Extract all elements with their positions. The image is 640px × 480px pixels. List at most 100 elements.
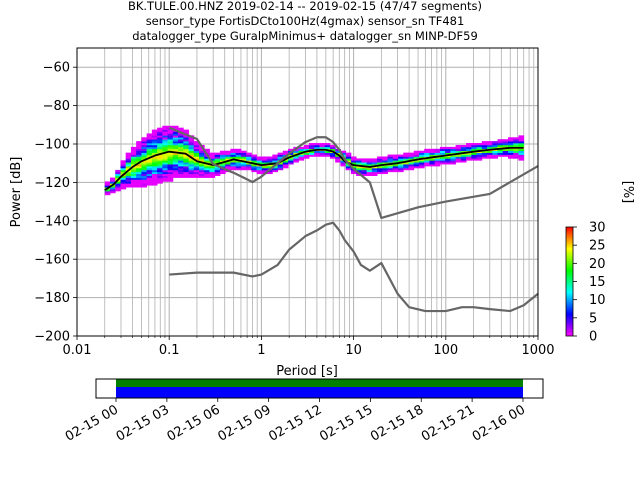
ppsd-density-cell: [188, 143, 195, 146]
ppsd-density-cell: [188, 137, 195, 140]
ppsd-density-cell: [377, 168, 383, 171]
ppsd-density-cell: [455, 150, 462, 153]
ppsd-density-cell: [141, 141, 148, 144]
ppsd-density-cell: [345, 152, 352, 155]
ppsd-density-cell: [251, 158, 258, 161]
x-tick-label: 100: [433, 343, 458, 358]
ppsd-density-cell: [146, 169, 153, 173]
ppsd-density-cell: [455, 158, 462, 161]
ppsd-density-cell: [146, 152, 153, 155]
colorbar-tick-label: 30: [589, 221, 606, 236]
ppsd-density-cell: [340, 160, 347, 163]
ppsd-density-cell: [361, 164, 368, 167]
ppsd-density-cell: [439, 160, 446, 163]
ppsd-density-cell: [319, 152, 326, 155]
ppsd-density-cell: [345, 166, 352, 169]
title-line-2: sensor_type FortisDCto100Hz(4gmax) senso…: [146, 14, 465, 28]
ppsd-density-cell: [141, 162, 148, 165]
ppsd-density-cell: [167, 135, 174, 138]
ppsd-density-cell: [109, 181, 116, 184]
ppsd-density-cell: [424, 154, 430, 157]
ppsd-density-cell: [387, 156, 394, 159]
ppsd-density-cell: [460, 150, 467, 153]
ppsd-density-cell: [398, 158, 404, 161]
ppsd-density-cell: [172, 143, 179, 146]
ppsd-density-cell: [219, 154, 226, 157]
ppsd-density-cell: [204, 169, 210, 173]
ppsd-density-cell: [167, 148, 174, 152]
ppsd-density-cell: [162, 162, 168, 165]
ppsd-density-cell: [413, 154, 420, 157]
ppsd-density-cell: [429, 154, 436, 157]
ppsd-density-cell: [350, 158, 357, 161]
ppsd-density-cell: [209, 158, 216, 161]
ppsd-density-cell: [141, 156, 148, 159]
ppsd-density-cell: [167, 146, 174, 150]
ppsd-density-cell: [256, 171, 263, 175]
coverage-used-bar: [116, 387, 523, 398]
ppsd-density-cell: [413, 166, 420, 169]
ppsd-density-cell: [188, 150, 195, 153]
ppsd-density-cell: [497, 154, 504, 157]
ppsd-density-cell: [130, 185, 137, 188]
ppsd-density-cell: [429, 160, 436, 163]
ppsd-density-cell: [115, 169, 121, 173]
ppsd-density-cell: [246, 158, 252, 161]
ppsd-density-cell: [445, 150, 451, 153]
ppsd-density-cell: [209, 171, 216, 175]
ppsd-density-cell: [146, 171, 153, 175]
ppsd-density-cell: [298, 148, 305, 152]
ppsd-density-cell: [157, 177, 163, 180]
ppsd-density-cell: [141, 185, 148, 188]
ppsd-density-cell: [214, 152, 221, 155]
ppsd-density-cell: [130, 160, 137, 163]
ppsd-density-cell: [476, 154, 483, 157]
ppsd-density-cell: [382, 160, 388, 163]
ppsd-density-cell: [225, 150, 231, 153]
ppsd-density-cell: [193, 154, 200, 157]
ppsd-density-cell: [104, 191, 111, 194]
ppsd-density-cell: [518, 144, 525, 148]
ppsd-density-cell: [115, 175, 121, 178]
ppsd-density-cell: [172, 156, 179, 159]
ppsd-density-cell: [450, 148, 457, 152]
ppsd-density-cell: [487, 156, 493, 159]
ppsd-density-cell: [492, 154, 498, 157]
ppsd-density-cell: [151, 143, 158, 146]
ppsd-density-cell: [508, 150, 514, 153]
ppsd-density-cell: [172, 152, 179, 155]
ppsd-density-cell: [204, 166, 210, 169]
ppsd-density-cell: [151, 162, 158, 165]
ppsd-density-cell: [251, 169, 258, 173]
ppsd-density-cell: [418, 152, 425, 155]
ppsd-density-cell: [136, 141, 142, 144]
ppsd-density-cell: [141, 168, 148, 171]
ppsd-density-cell: [172, 144, 179, 148]
coverage-x-tick-label: 02-15 18: [368, 402, 426, 444]
ppsd-density-cell: [471, 156, 477, 159]
ppsd-density-cell: [371, 171, 378, 175]
ppsd-density-cell: [204, 158, 210, 161]
ppsd-density-cell: [309, 143, 315, 146]
ppsd-density-cell: [167, 158, 174, 161]
ppsd-density-cell: [178, 168, 184, 171]
ppsd-density-cell: [178, 160, 184, 163]
ppsd-density-cell: [429, 150, 436, 153]
ppsd-density-cell: [518, 154, 525, 157]
ppsd-density-cell: [151, 133, 158, 136]
ppsd-density-cell: [130, 181, 137, 184]
y-tick-label: −200: [34, 330, 70, 345]
ppsd-density-cell: [288, 148, 294, 152]
ppsd-density-cell: [162, 169, 168, 173]
ppsd-density-cell: [502, 144, 509, 148]
ppsd-density-cell: [277, 166, 284, 169]
ppsd-density-cell: [382, 156, 388, 159]
ppsd-density-cell: [204, 160, 210, 163]
ppsd-density-cell: [230, 148, 237, 152]
ppsd-density-cell: [398, 160, 404, 163]
ppsd-density-cell: [324, 146, 331, 150]
ppsd-density-cell: [466, 156, 472, 159]
ppsd-density-cell: [371, 160, 378, 163]
ppsd-density-cell: [497, 148, 504, 152]
ppsd-density-cell: [471, 144, 477, 148]
